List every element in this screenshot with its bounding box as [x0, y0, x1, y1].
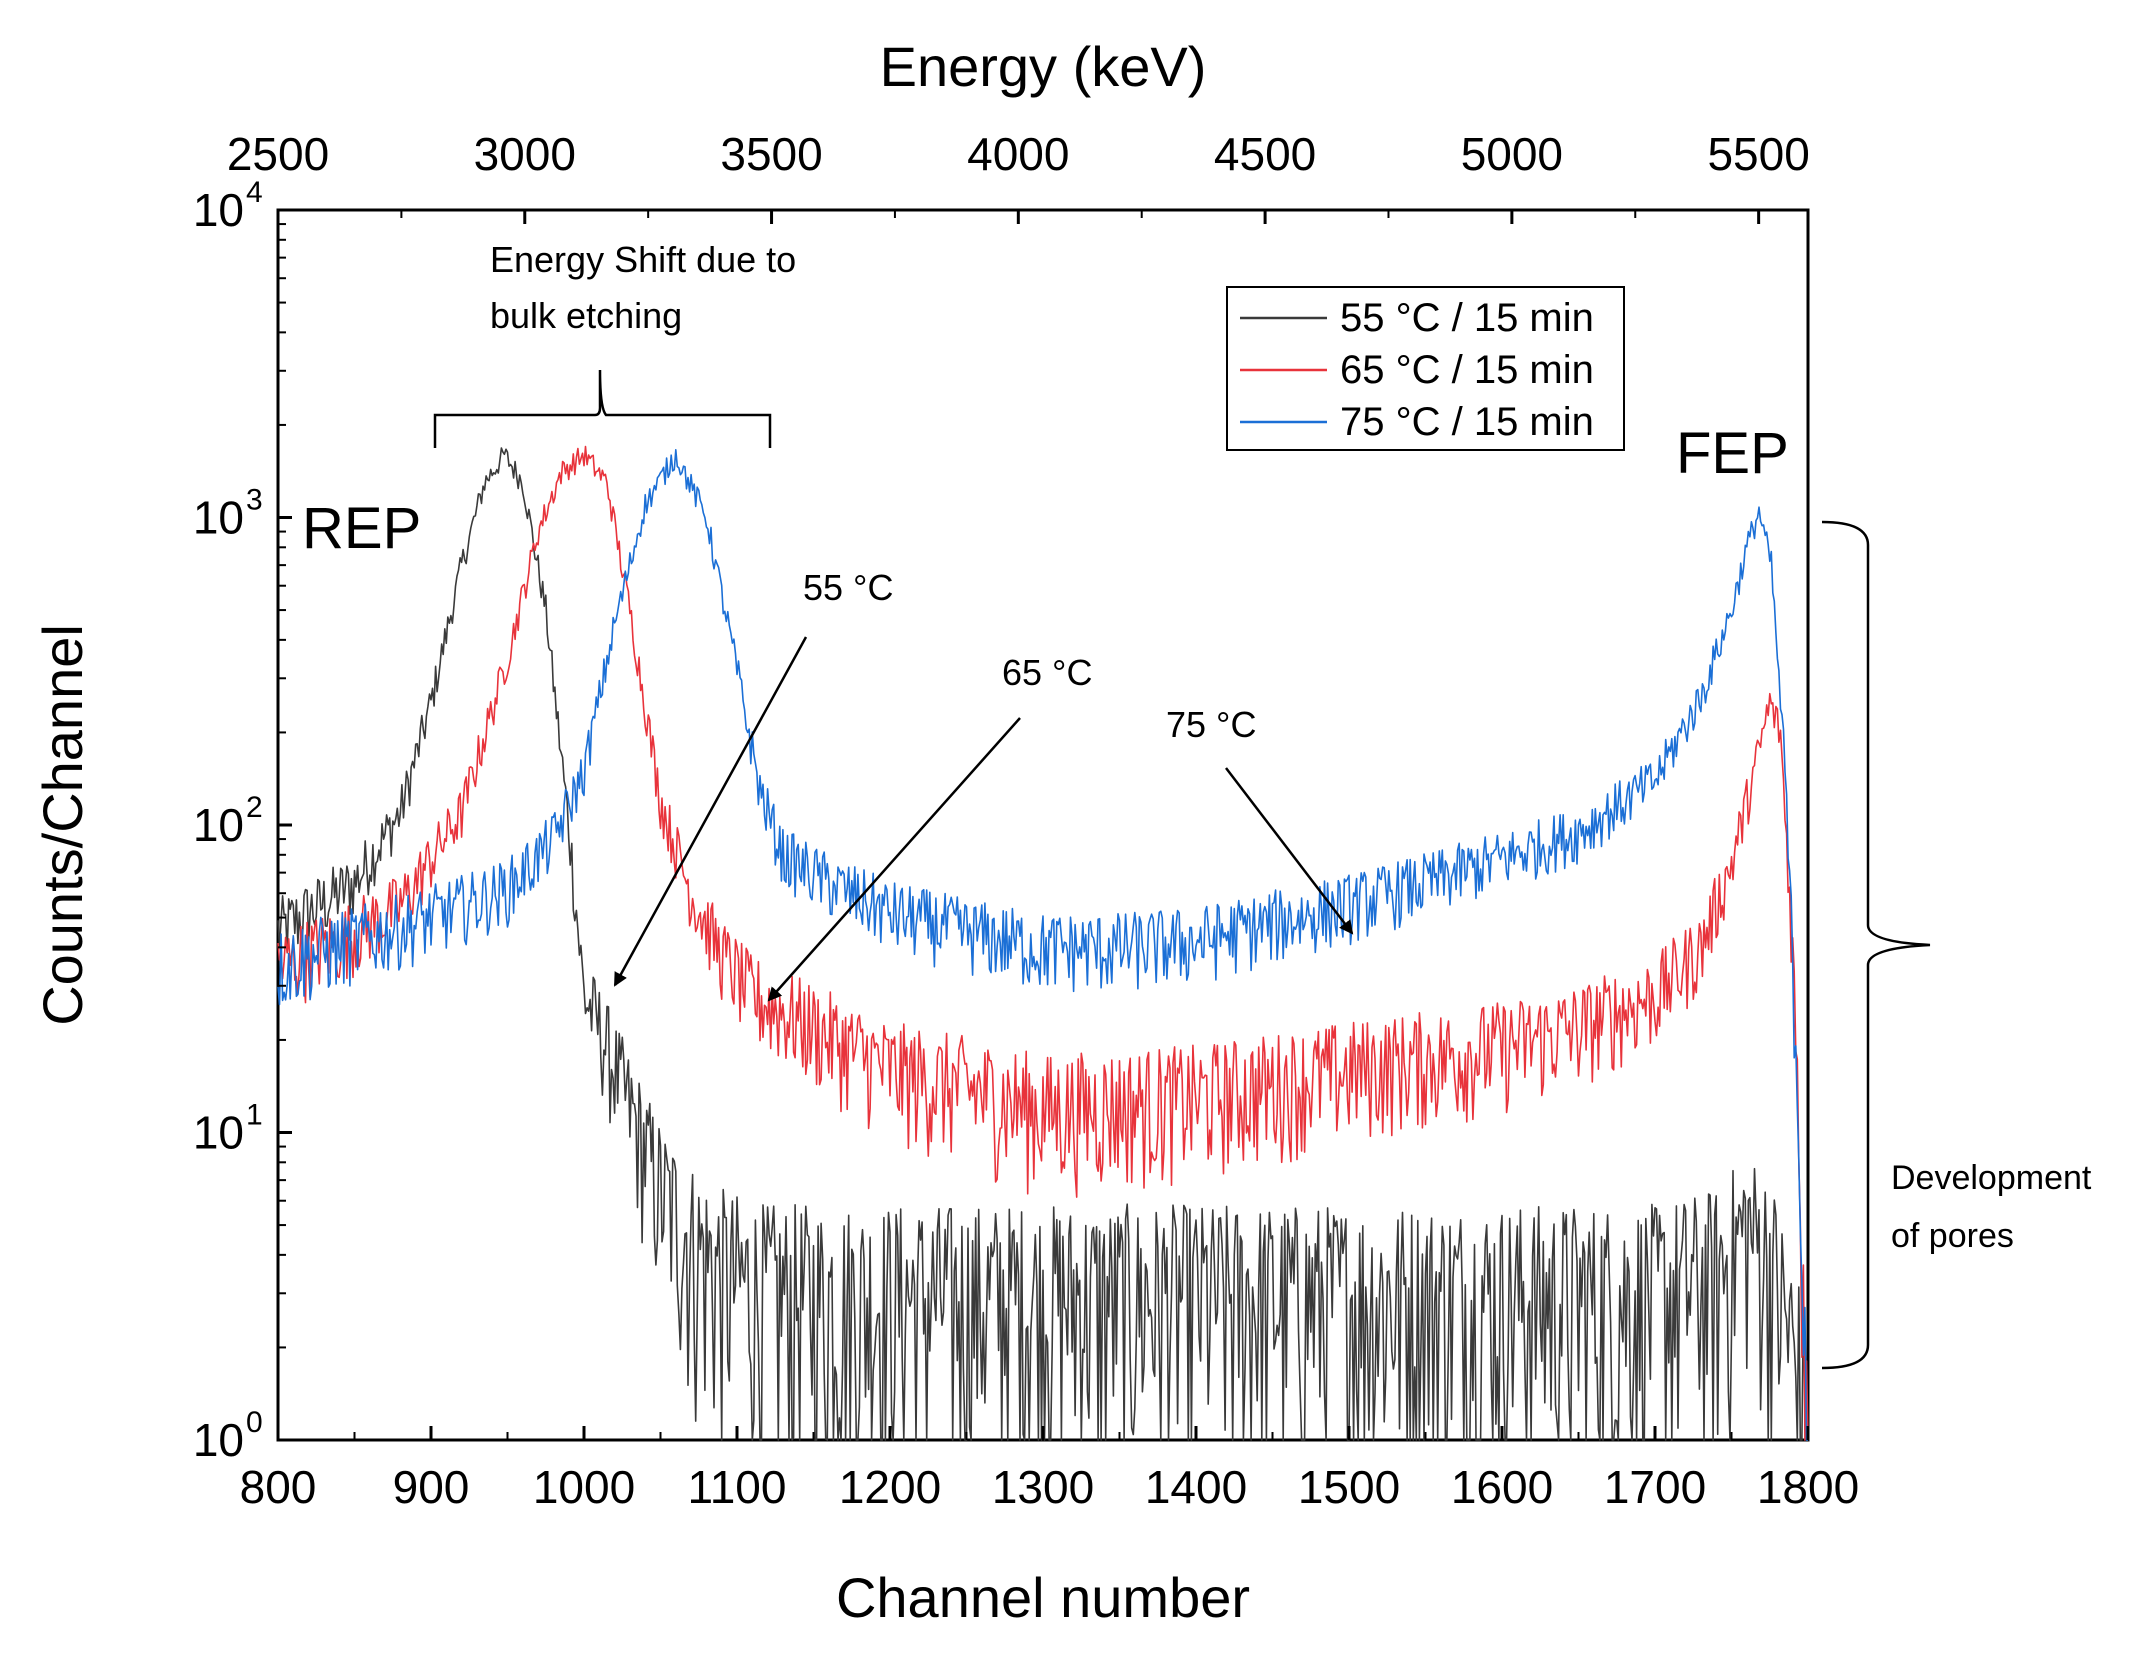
arrow-65	[767, 717, 1021, 1002]
x2-tick-label: 3000	[474, 128, 576, 180]
series-layer	[277, 445, 1809, 1441]
energy-shift-brace	[433, 369, 772, 448]
y-tick-exponent: 1	[246, 1099, 263, 1132]
x-tick-label: 800	[240, 1461, 317, 1513]
x-tick-label: 1200	[839, 1461, 941, 1513]
y-tick-label: 10	[193, 1107, 244, 1159]
top-axis-ticks: 2500 3000 3500 4000 4500 5000 5500	[227, 128, 1810, 224]
x-axis-title: Channel number	[836, 1566, 1250, 1629]
arrow-75	[1225, 767, 1354, 935]
x-tick-label: 1300	[992, 1461, 1094, 1513]
arrow-label-75: 75 °C	[1166, 704, 1256, 745]
x-tick-label: 1400	[1145, 1461, 1247, 1513]
x-tick-label: 1500	[1298, 1461, 1400, 1513]
x-tick-label: 1700	[1604, 1461, 1706, 1513]
rep-label: REP	[302, 496, 421, 561]
annotations: REP FEP Energy Shift due to bulk etching…	[302, 239, 2092, 1370]
fep-label: FEP	[1676, 421, 1789, 486]
y-tick-label: 10	[193, 1414, 244, 1466]
series-line-2	[277, 449, 1808, 1441]
x2-tick-label: 2500	[227, 128, 329, 180]
arrow-55	[613, 636, 808, 987]
energy-shift-label-line1: Energy Shift due to	[490, 239, 796, 280]
x2-tick-label: 4000	[967, 128, 1069, 180]
series-line-1	[277, 445, 1809, 1441]
x2-tick-label: 3500	[720, 128, 822, 180]
pores-label-line2: of pores	[1891, 1217, 2014, 1255]
legend: 55 °C / 15 min 65 °C / 15 min 75 °C / 15…	[1226, 286, 1625, 451]
arrow-label-65: 65 °C	[1002, 652, 1092, 693]
y-tick-label: 10	[193, 492, 244, 544]
legend-label-65: 65 °C / 15 min	[1340, 348, 1594, 392]
x2-tick-label: 5500	[1707, 128, 1809, 180]
legend-label-75: 75 °C / 15 min	[1340, 400, 1594, 444]
x-tick-label: 1600	[1451, 1461, 1553, 1513]
y-tick-exponent: 3	[246, 484, 263, 517]
x-tick-label: 1800	[1757, 1461, 1859, 1513]
pores-label-line1: Development	[1891, 1159, 2092, 1197]
x-tick-label: 1000	[533, 1461, 635, 1513]
arrow-label-55: 55 °C	[803, 567, 893, 608]
y-tick-label: 10	[193, 799, 244, 851]
y-tick-exponent: 2	[246, 791, 263, 824]
top-axis-title: Energy (keV)	[880, 35, 1207, 98]
x-axis-ticks: 800 900 1000 1100 1200 1300 1400 1500 1600 1700 18…	[240, 1426, 1859, 1513]
energy-shift-label-line2: bulk etching	[490, 295, 682, 336]
y-axis-title: Counts/Channel	[31, 624, 94, 1026]
x2-tick-label: 5000	[1461, 128, 1563, 180]
y-tick-exponent: 0	[246, 1406, 263, 1439]
x2-tick-label: 4500	[1214, 128, 1316, 180]
y-tick-exponent: 4	[246, 176, 263, 209]
series-line-0	[277, 447, 1808, 1441]
y-tick-label: 10	[193, 184, 244, 236]
x-tick-label: 1100	[688, 1461, 787, 1513]
pores-brace	[1821, 520, 1931, 1370]
x-tick-label: 900	[393, 1461, 470, 1513]
legend-label-55: 55 °C / 15 min	[1340, 296, 1594, 340]
